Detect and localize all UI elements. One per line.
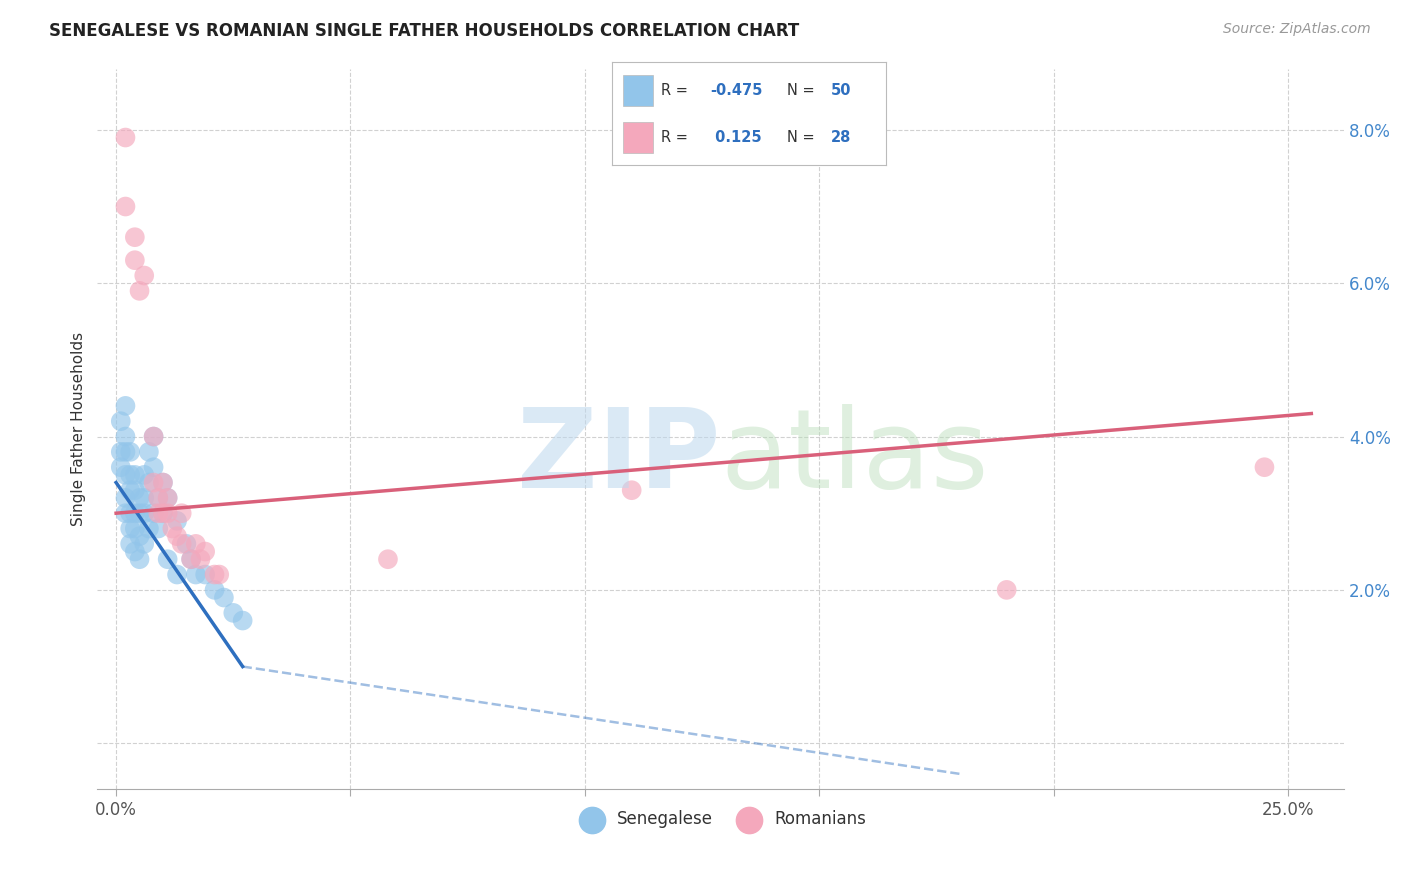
Point xyxy=(114,429,136,443)
Point xyxy=(124,230,146,244)
Point xyxy=(166,514,188,528)
Text: 28: 28 xyxy=(831,130,851,145)
Point xyxy=(148,491,170,505)
Point xyxy=(142,429,165,443)
Point xyxy=(152,506,174,520)
Text: Source: ZipAtlas.com: Source: ZipAtlas.com xyxy=(1223,22,1371,37)
Point xyxy=(110,414,132,428)
Point xyxy=(190,552,212,566)
Point xyxy=(134,491,156,505)
Point xyxy=(124,544,146,558)
Point xyxy=(120,537,142,551)
Point xyxy=(134,537,156,551)
Point xyxy=(180,552,202,566)
FancyBboxPatch shape xyxy=(623,122,652,153)
Point xyxy=(124,506,146,520)
Text: 0.125: 0.125 xyxy=(710,130,762,145)
Text: atlas: atlas xyxy=(721,404,990,511)
Text: R =: R = xyxy=(661,83,693,97)
Point xyxy=(142,460,165,475)
Point xyxy=(120,506,142,520)
Point xyxy=(142,475,165,490)
Point xyxy=(152,506,174,520)
Point xyxy=(142,429,165,443)
Point xyxy=(128,284,150,298)
Text: N =: N = xyxy=(787,130,820,145)
Point xyxy=(170,506,193,520)
Text: ZIP: ZIP xyxy=(517,404,721,511)
Point xyxy=(152,475,174,490)
Point xyxy=(156,552,179,566)
Point xyxy=(162,522,184,536)
Point xyxy=(124,253,146,268)
Point xyxy=(142,506,165,520)
Point xyxy=(166,529,188,543)
Point xyxy=(166,567,188,582)
Point xyxy=(194,567,217,582)
Text: -0.475: -0.475 xyxy=(710,83,762,97)
Point xyxy=(124,522,146,536)
Point xyxy=(156,506,179,520)
Point xyxy=(1253,460,1275,475)
Point xyxy=(110,445,132,459)
Point xyxy=(995,582,1018,597)
Point xyxy=(120,522,142,536)
Point xyxy=(114,445,136,459)
Point xyxy=(184,567,207,582)
Point xyxy=(128,506,150,520)
Point xyxy=(138,475,160,490)
Text: N =: N = xyxy=(787,83,820,97)
Y-axis label: Single Father Households: Single Father Households xyxy=(72,332,86,526)
Point xyxy=(222,606,245,620)
Point xyxy=(120,467,142,482)
Point xyxy=(176,537,198,551)
Point xyxy=(204,582,226,597)
Point xyxy=(114,130,136,145)
Legend: Senegalese, Romanians: Senegalese, Romanians xyxy=(568,804,873,835)
Point xyxy=(152,475,174,490)
Text: R =: R = xyxy=(661,130,693,145)
Point xyxy=(114,506,136,520)
Point xyxy=(156,491,179,505)
Point xyxy=(148,491,170,505)
Point xyxy=(232,614,254,628)
Point xyxy=(124,467,146,482)
Point xyxy=(212,591,235,605)
Point xyxy=(148,506,170,520)
Point xyxy=(114,200,136,214)
Point xyxy=(128,552,150,566)
Text: SENEGALESE VS ROMANIAN SINGLE FATHER HOUSEHOLDS CORRELATION CHART: SENEGALESE VS ROMANIAN SINGLE FATHER HOU… xyxy=(49,22,800,40)
Point xyxy=(110,460,132,475)
FancyBboxPatch shape xyxy=(623,75,652,105)
Point xyxy=(120,483,142,498)
Point xyxy=(204,567,226,582)
Point xyxy=(124,483,146,498)
Point xyxy=(156,491,179,505)
Point xyxy=(120,445,142,459)
Point xyxy=(208,567,231,582)
Point xyxy=(170,537,193,551)
Point xyxy=(148,522,170,536)
Point xyxy=(114,467,136,482)
Point xyxy=(138,445,160,459)
Point xyxy=(138,522,160,536)
Point xyxy=(377,552,399,566)
Point xyxy=(180,552,202,566)
Point xyxy=(134,506,156,520)
Point xyxy=(128,491,150,505)
Text: 50: 50 xyxy=(831,83,852,97)
Point xyxy=(114,399,136,413)
Point xyxy=(134,268,156,283)
Point xyxy=(128,529,150,543)
Point xyxy=(134,467,156,482)
Point xyxy=(184,537,207,551)
Point xyxy=(114,491,136,505)
Point xyxy=(194,544,217,558)
Point xyxy=(620,483,643,498)
